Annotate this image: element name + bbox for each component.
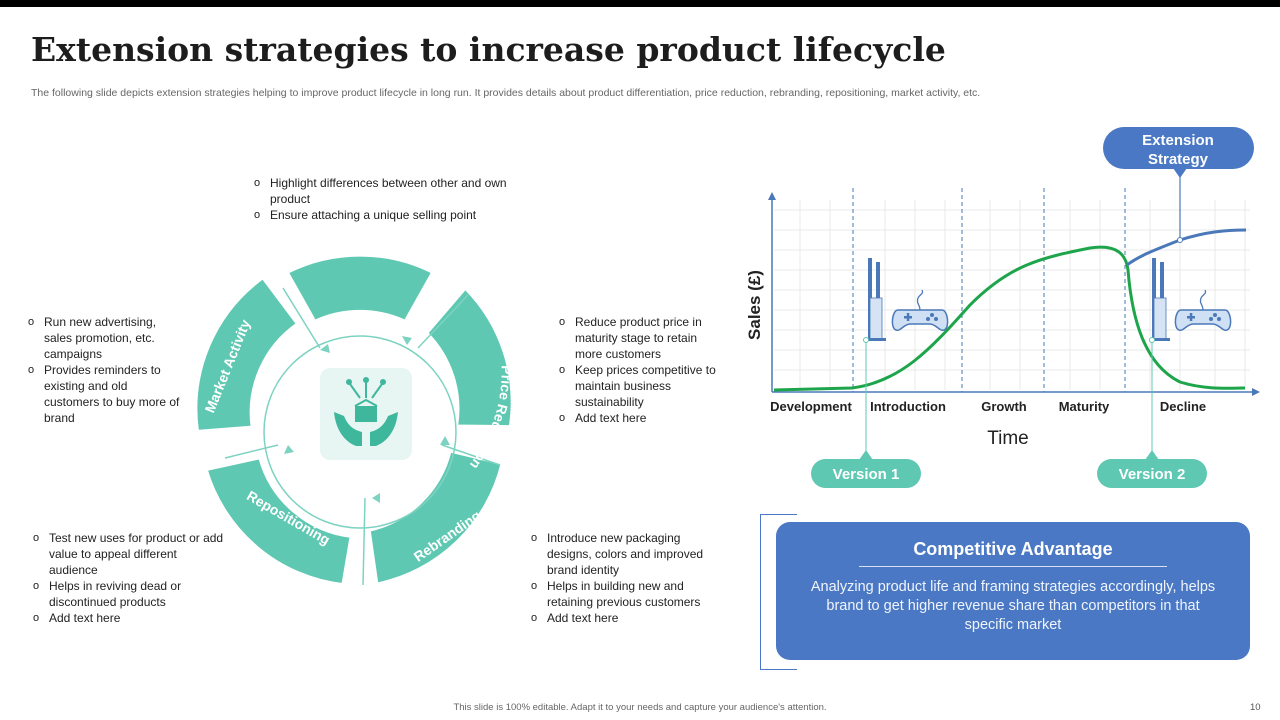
note-item: Reduce product price in maturity stage t… [557, 314, 723, 362]
note-item: Add text here [529, 610, 725, 626]
game-controller-icon [1174, 289, 1232, 332]
y-axis-label: Sales (£) [745, 270, 764, 340]
callout-line-2: Strategy [1148, 151, 1209, 168]
stage-label: Introduction [870, 399, 946, 414]
note-item: Add text here [557, 410, 723, 426]
chart-axes [768, 192, 1260, 396]
notes-rebranding: Introduce new packaging designs, colors … [529, 530, 725, 626]
competitive-advantage-text: Analyzing product life and framing strat… [810, 579, 1216, 633]
lifecycle-chart: Extension Strategy Sales (£) Development… [745, 127, 1260, 488]
page-title: Extension strategies to increase product… [31, 30, 946, 69]
hands-with-box-icon [334, 377, 398, 446]
note-item: Keep prices competitive to maintain busi… [557, 362, 723, 410]
segment-product-differentiation [285, 253, 435, 324]
stage-label: Growth [981, 399, 1027, 414]
stage-dividers [852, 188, 1126, 392]
advantage-bracket [760, 514, 797, 670]
notes-market-activity: Run new advertising, sales promotion, et… [26, 314, 186, 426]
game-controller-icon [891, 289, 949, 332]
note-item: Run new advertising, sales promotion, et… [26, 314, 186, 362]
version-1-pill [811, 459, 921, 488]
notes-repositioning: Test new uses for product or add value t… [31, 530, 227, 626]
competitive-advantage-box: Competitive Advantage Analyzing product … [776, 522, 1250, 660]
segment-rebranding [367, 449, 504, 586]
notes-product-differentiation: Highlight differences between other and … [252, 175, 512, 223]
note-item: Test new uses for product or add value t… [31, 530, 227, 578]
segment-market-activity [194, 275, 300, 434]
stage-label: Development [770, 399, 852, 414]
title-divider [859, 566, 1167, 567]
segment-repositioning [204, 456, 353, 587]
competitive-advantage-title: Competitive Advantage [913, 539, 1113, 559]
note-item: Helps in building new and retaining prev… [529, 578, 725, 610]
x-axis-label: Time [987, 428, 1029, 449]
extension-curve [1126, 228, 1247, 267]
inner-ring [263, 335, 457, 529]
stage-label: Maturity [1059, 399, 1110, 414]
note-item: Provides reminders to existing and old c… [26, 362, 186, 426]
page-subtitle: The following slide depicts extension st… [31, 87, 981, 99]
ring-arrows [284, 336, 450, 503]
notes-price-reduction: Reduce product price in maturity stage t… [557, 314, 723, 426]
version-1-label: Version 1 [833, 466, 900, 483]
footer-note: This slide is 100% editable. Adapt it to… [453, 702, 827, 713]
version-1-product [866, 258, 886, 341]
strategy-cycle: Product Differentiation Price Reduction … [180, 240, 515, 587]
version-pointers [865, 340, 1153, 452]
callout-line-1: Extension [1142, 132, 1214, 149]
version-2-label: Version 2 [1119, 466, 1186, 483]
note-item: Introduce new packaging designs, colors … [529, 530, 725, 578]
lifecycle-curve [773, 245, 1246, 392]
version-2-product [1150, 258, 1170, 341]
chart-grid [774, 200, 1250, 390]
page-number: 10 [1250, 702, 1261, 713]
note-item: Helps in reviving dead or discontinued p… [31, 578, 227, 610]
note-item: Highlight differences between other and … [252, 175, 512, 207]
note-item: Add text here [31, 610, 227, 626]
segment-price-reduction [424, 285, 514, 429]
stage-label: Decline [1160, 399, 1206, 414]
extension-strategy-callout [1103, 127, 1254, 169]
version-2-pill [1097, 459, 1207, 488]
connector-lines [224, 287, 501, 586]
note-item: Ensure attaching a unique selling point [252, 207, 512, 223]
top-bar [0, 0, 1280, 7]
